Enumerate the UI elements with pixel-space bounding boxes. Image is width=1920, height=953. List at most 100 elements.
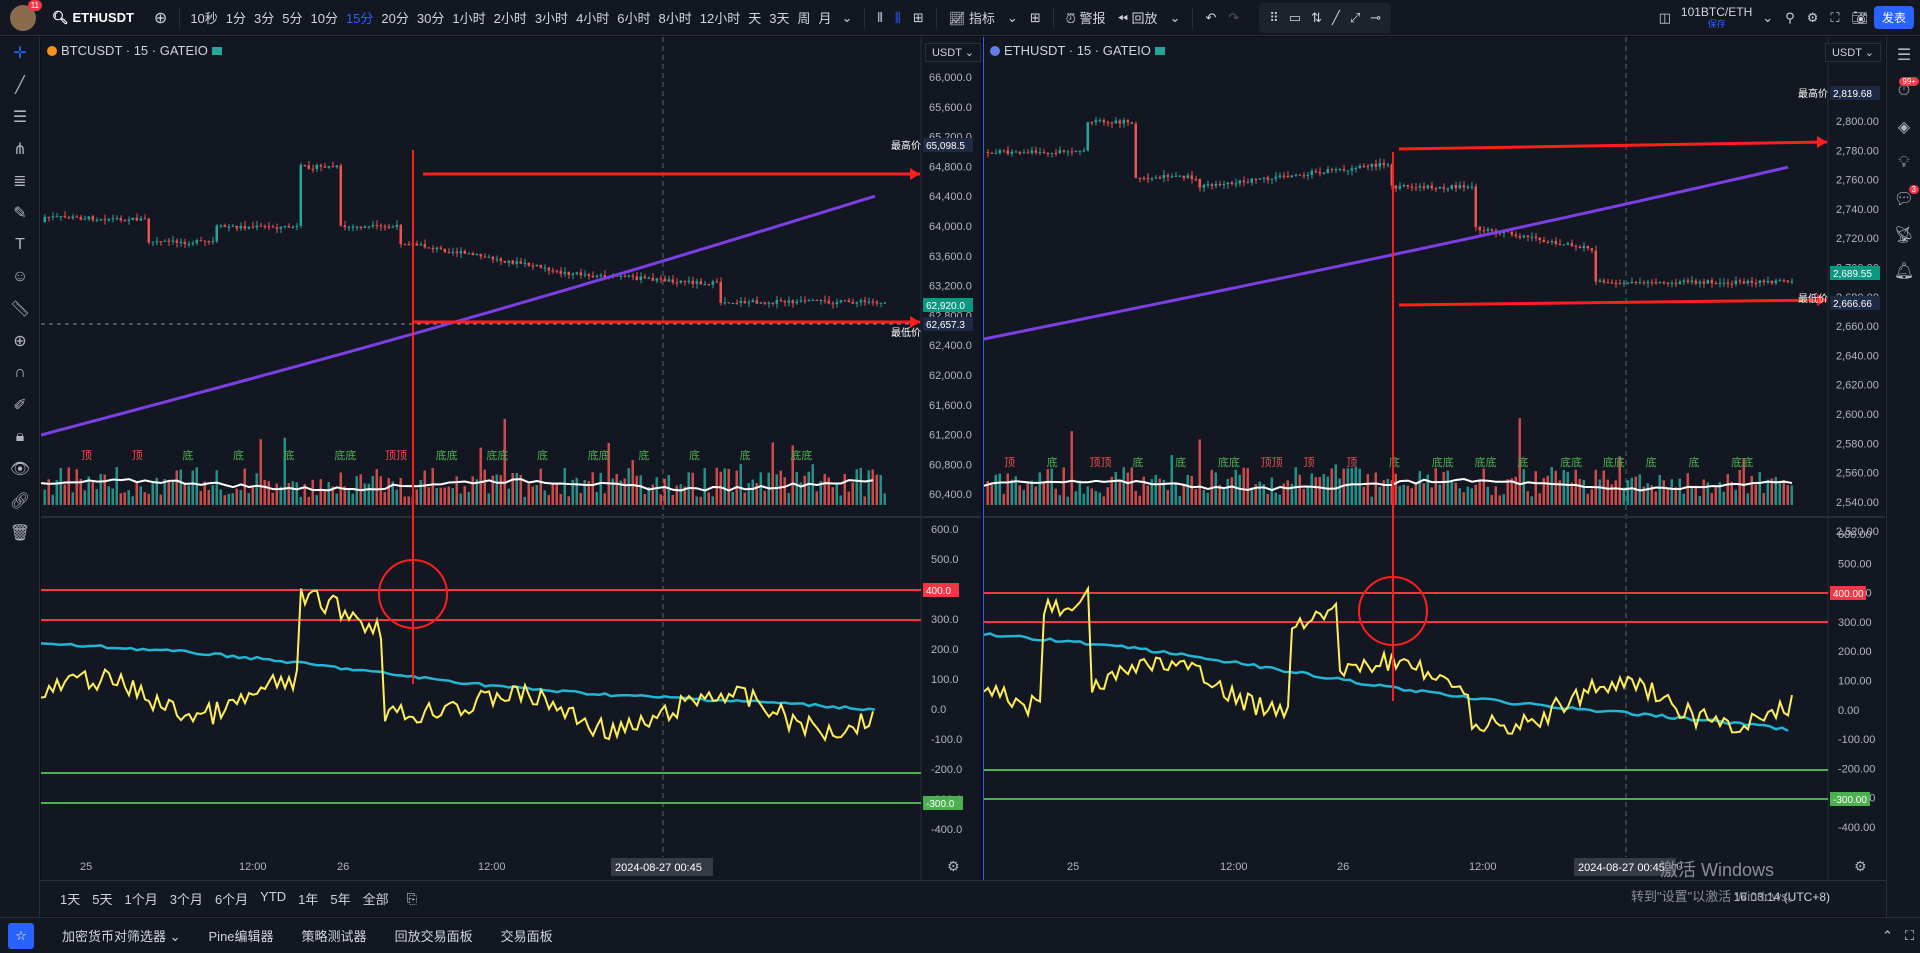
bar-type-icon[interactable]: ⫼ [894, 9, 901, 25]
collapse-icon[interactable]: ⌃ [1881, 927, 1893, 943]
fib-icon[interactable]: ≣ [13, 173, 27, 190]
timeframe-1小时[interactable]: 1小时 [452, 11, 486, 26]
range-3个月[interactable]: 3个月 [169, 892, 203, 907]
chart-title[interactable]: ETHUSDT · 15 · GATEIO [990, 43, 1165, 58]
link-icon[interactable]: 🔗︎ [9, 493, 31, 510]
watchlist-icon[interactable]: ☰ [1896, 47, 1912, 64]
range-1天[interactable]: 1天 [60, 892, 81, 907]
calendar-icon[interactable]: ⎘ [406, 890, 418, 906]
timeframe-10分[interactable]: 10分 [310, 11, 338, 26]
drag-handle-icon[interactable]: ⠿ [1269, 9, 1279, 25]
broadcast-icon[interactable]: 📡︎ [1893, 227, 1915, 244]
range-YTD[interactable]: YTD [260, 889, 287, 904]
timeframe-8小时[interactable]: 8小时 [658, 11, 692, 26]
footer-tab[interactable]: 交易面板 [500, 929, 553, 944]
footer-tab[interactable]: 加密货币对筛选器 ⌄ [62, 929, 181, 944]
timeframe-4小时[interactable]: 4小时 [576, 11, 610, 26]
avatar[interactable]: 11 [10, 0, 42, 31]
timeframe-3天[interactable]: 3天 [769, 11, 790, 26]
templates-icon[interactable]: ⊞ [1029, 9, 1041, 25]
timeframe-30分[interactable]: 30分 [416, 11, 445, 26]
chat-icon[interactable]: ⏱ 99+ [1887, 73, 1920, 109]
bell-icon[interactable]: 🔔︎ [1893, 263, 1915, 280]
trend-line-icon[interactable]: ╱ [1332, 9, 1340, 25]
timeframe-3分[interactable]: 3分 [254, 11, 275, 26]
indicators-button[interactable]: 📈︎ 指标 [948, 11, 995, 26]
horizontal-line-icon[interactable]: ⊸ [1370, 9, 1382, 25]
lock-pencil-icon[interactable]: ✐ [13, 397, 27, 414]
btc-chart-canvas[interactable]: 66,000.065,600.065,200.064,800.064,400.0… [41, 37, 981, 880]
lock-icon[interactable]: 🔒︎ [15, 428, 25, 445]
fullscreen-icon[interactable]: ⛶ [1830, 9, 1840, 25]
star-icon[interactable]: ☆ [8, 922, 34, 949]
crosshair-icon[interactable]: ✛ [13, 45, 27, 62]
ideas-icon[interactable]: 💡︎ [1898, 154, 1910, 171]
ray-icon[interactable]: ⤢ [1349, 9, 1361, 25]
footer-tab[interactable]: Pine编辑器 [208, 929, 274, 944]
news-icon[interactable]: 💬︎ 3 [1887, 181, 1920, 217]
eye-icon[interactable]: 👁︎ [9, 461, 31, 478]
chevron-down-icon[interactable]: ⌄ [1169, 9, 1181, 25]
timeframe-6小时[interactable]: 6小时 [617, 11, 651, 26]
emoji-icon[interactable]: ☺ [11, 268, 29, 285]
symbol-search[interactable]: 🔍︎ ETHUSDT [52, 10, 134, 26]
range-6个月[interactable]: 6个月 [214, 892, 249, 907]
add-symbol-button[interactable]: ⊕ [153, 9, 168, 27]
camera-icon[interactable]: 📷︎ [1851, 9, 1868, 25]
chart-title[interactable]: BTCUSDT · 15 · GATEIO [47, 43, 222, 58]
chevron-down-icon[interactable]: ⌄ [1006, 9, 1018, 25]
timeframe-月[interactable]: 月 [818, 11, 832, 26]
publish-button[interactable]: 发表 [1873, 6, 1914, 29]
volume-bar [1190, 475, 1193, 505]
trash-icon[interactable]: 🗑︎ [9, 525, 31, 542]
time-tick: 12:00 [478, 861, 506, 873]
vertical-line-icon[interactable]: ⇅ [1311, 9, 1322, 25]
horizontal-lines-icon[interactable]: ☰ [12, 109, 28, 126]
range-1年[interactable]: 1年 [298, 892, 319, 907]
range-1个月[interactable]: 1个月 [124, 892, 158, 907]
timeframe-周[interactable]: 周 [797, 11, 811, 26]
range-5天[interactable]: 5天 [92, 892, 113, 907]
chevron-down-icon[interactable]: ⌄ [1762, 9, 1774, 25]
range-全部[interactable]: 全部 [362, 892, 389, 907]
footer-tab[interactable]: 回放交易面板 [394, 929, 473, 944]
timeframe-15分[interactable]: 15分 [345, 11, 374, 26]
alert-button[interactable]: ⏰︎ 警报 [1065, 11, 1106, 26]
footer-tab[interactable]: 策略测试器 [301, 929, 367, 944]
pitchfork-icon[interactable]: ⋔ [13, 141, 27, 158]
timeframe-1分[interactable]: 1分 [225, 11, 247, 26]
brush-icon[interactable]: ✎ [13, 205, 27, 222]
layers-icon[interactable]: ◈ [1897, 119, 1911, 136]
timeframe-12小时[interactable]: 12小时 [699, 11, 741, 26]
chevron-down-icon[interactable]: ⌄ [841, 9, 853, 25]
btc-chart-pane[interactable]: BTCUSDT · 15 · GATEIO USDT ⌄ 66,000.0 65,… [41, 37, 981, 880]
trend-line-icon[interactable]: ╱ [15, 77, 25, 94]
candle-type-icon[interactable]: ⫴ [877, 9, 883, 25]
text-icon[interactable]: T [15, 236, 25, 253]
quick-search-icon[interactable]: ⚲ [1785, 9, 1795, 25]
timeframe-10秒[interactable]: 10秒 [190, 11, 218, 26]
timeframe-3小时[interactable]: 3小时 [534, 11, 569, 26]
timeframe-5分[interactable]: 5分 [282, 11, 303, 26]
layout-name[interactable]: 101BTC/ETH 保存 [1677, 6, 1756, 30]
currency-selector[interactable]: USDT ⌄ [1824, 43, 1881, 62]
magnet-icon[interactable]: ∩ [14, 364, 26, 381]
redo-icon[interactable]: ↷ [1228, 9, 1240, 25]
ruler-icon[interactable]: 📏︎ [9, 301, 31, 318]
timeframe-2小时[interactable]: 2小时 [493, 11, 527, 26]
range-5年[interactable]: 5年 [330, 892, 351, 907]
currency-selector[interactable]: USDT ⌄ [924, 43, 981, 62]
maximize-icon[interactable]: ⛶ [1904, 927, 1914, 943]
clock[interactable]: 16:03:14 (UTC+8) [1733, 890, 1830, 904]
zoom-icon[interactable]: ⊕ [13, 333, 27, 350]
gear-icon[interactable]: ⚙ [1806, 9, 1819, 25]
layout-icon[interactable]: ◫ [1658, 9, 1671, 25]
undo-icon[interactable]: ↶ [1205, 9, 1217, 25]
eth-chart-pane[interactable]: ETHUSDT · 15 · GATEIO USDT ⌄ 2,800.00 2,7… [983, 37, 1885, 880]
eth-chart-canvas[interactable]: 2,800.00 2,780.00 2,760.00 2,740.00 2,720.00… [984, 37, 1885, 880]
rectangle-icon[interactable]: ▭ [1288, 9, 1302, 25]
replay-button[interactable]: ⏪︎ 回放 [1117, 11, 1158, 26]
timeframe-天[interactable]: 天 [748, 11, 762, 26]
timeframe-20分[interactable]: 20分 [381, 11, 409, 26]
chart-type-icon[interactable]: ⊞ [912, 9, 924, 25]
